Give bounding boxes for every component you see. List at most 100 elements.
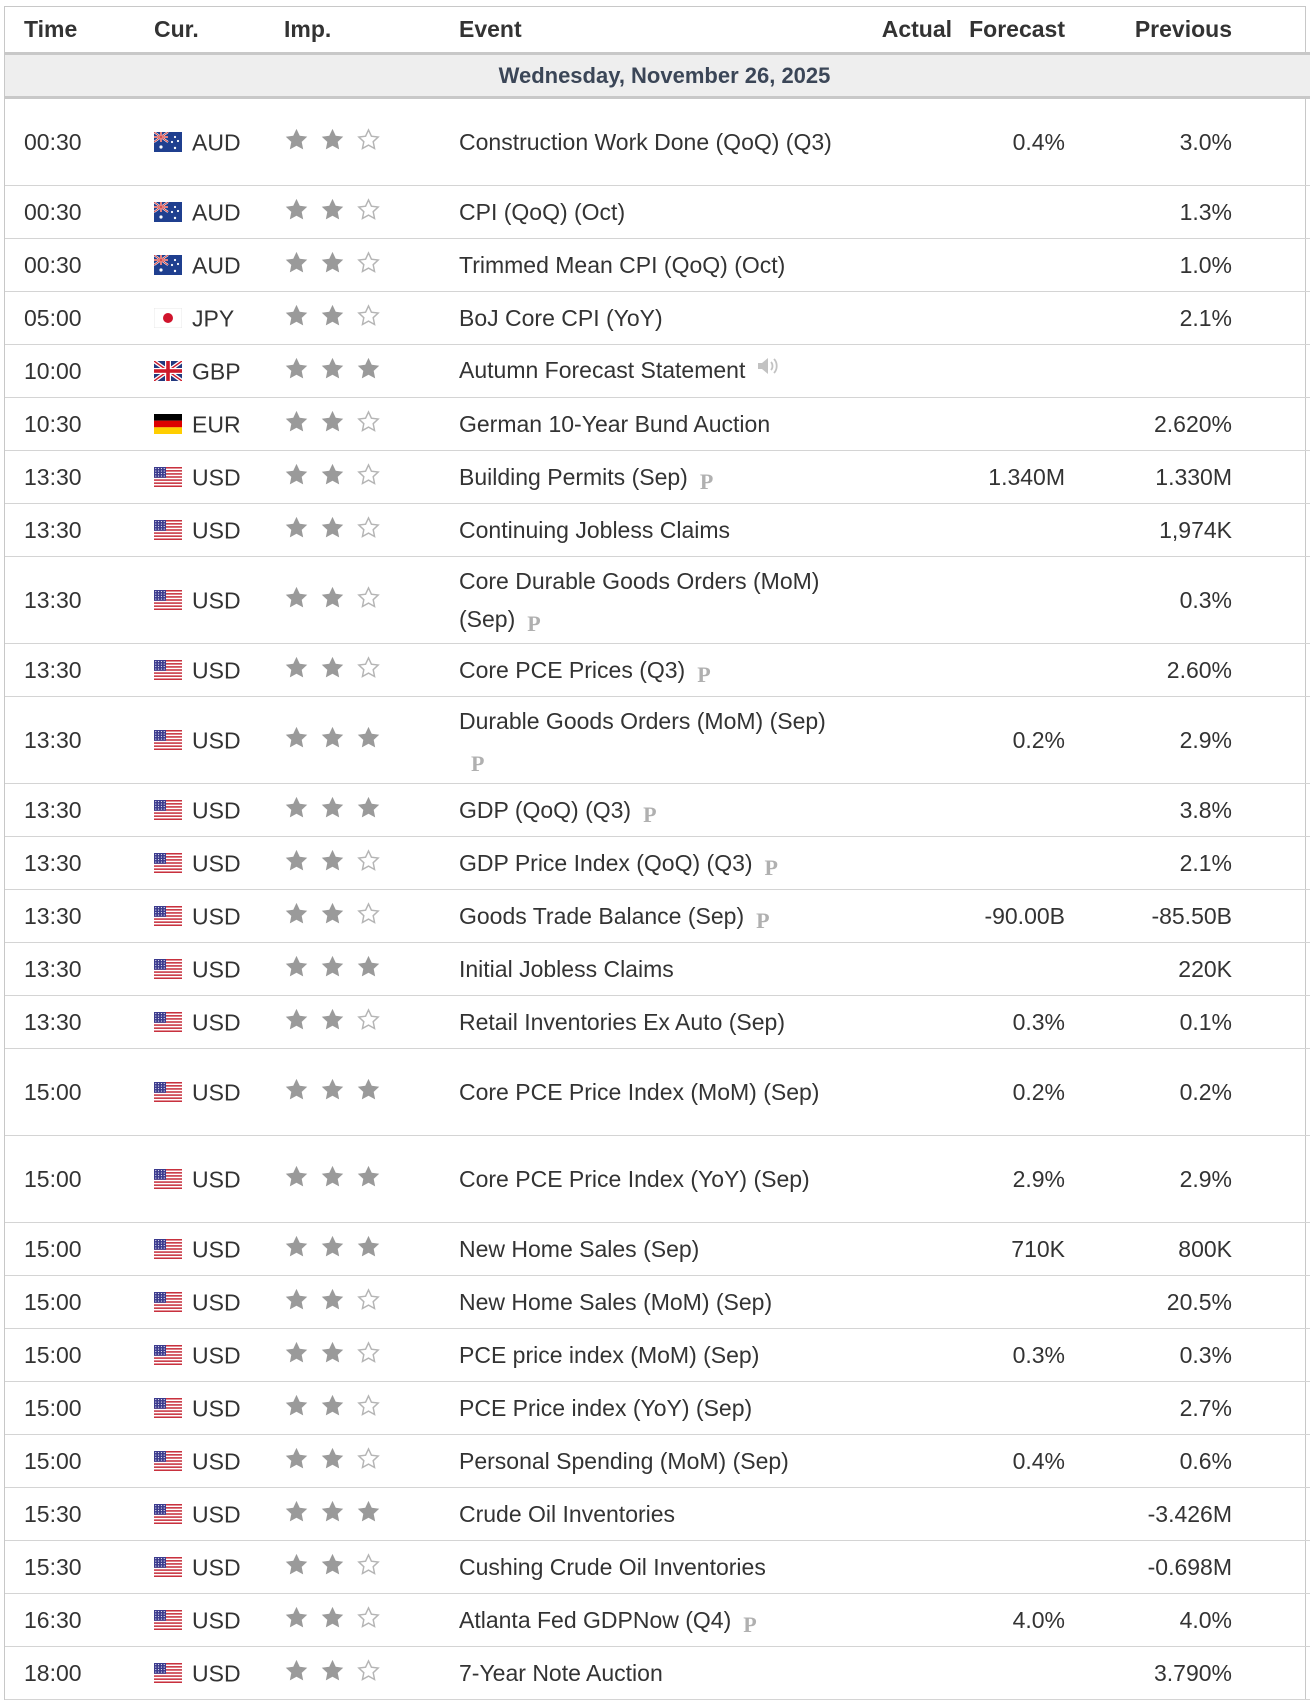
cell-event[interactable]: Retail Inventories Ex Auto (Sep) (459, 995, 839, 1049)
cell-event[interactable]: GDP (QoQ) (Q3) P (459, 783, 839, 837)
cell-event[interactable]: Core PCE Price Index (YoY) (Sep) (459, 1135, 839, 1223)
table-row[interactable]: 15:00 USD Core PCE Price Index (MoM) (Sep)… (5, 1048, 1310, 1136)
event-name[interactable]: Goods Trade Balance (Sep) (459, 902, 745, 929)
event-name[interactable]: Core PCE Prices (Q3) (459, 656, 686, 683)
preliminary-icon[interactable]: P (643, 801, 657, 827)
table-row[interactable]: 13:30 USD Continuing Jobless Claims 1,974K (5, 503, 1310, 557)
table-row[interactable]: 18:00 USD 7-Year Note Auction 3.790% (5, 1646, 1310, 1700)
cell-event[interactable]: Core Durable Goods Orders (MoM) (Sep) P (459, 556, 839, 644)
preliminary-icon[interactable]: P (527, 610, 541, 636)
header-forecast[interactable]: Forecast (952, 7, 1065, 55)
cell-event[interactable]: Durable Goods Orders (MoM) (Sep) P (459, 696, 839, 784)
table-row[interactable]: 13:30 USD Core PCE Prices (Q3) P 2.60% (5, 643, 1310, 697)
event-name[interactable]: New Home Sales (MoM) (Sep) (459, 1289, 773, 1315)
table-row[interactable]: 13:30 USD Initial Jobless Claims 220K (5, 942, 1310, 996)
event-name[interactable]: Atlanta Fed GDPNow (Q4) (459, 1606, 732, 1633)
cell-event[interactable]: CPI (QoQ) (Oct) (459, 185, 839, 239)
table-row[interactable]: 13:30 USD GDP (QoQ) (Q3) P 3.8% (5, 783, 1310, 837)
cell-event[interactable]: GDP Price Index (QoQ) (Q3) P (459, 836, 839, 890)
event-name[interactable]: 7-Year Note Auction (459, 1660, 663, 1686)
event-name[interactable]: Autumn Forecast Statement (459, 357, 746, 384)
cell-event[interactable]: Construction Work Done (QoQ) (Q3) (459, 97, 839, 186)
header-event[interactable]: Event (459, 7, 839, 55)
table-row[interactable]: 13:30 USD GDP Price Index (QoQ) (Q3) P 2.1% (5, 836, 1310, 890)
event-name[interactable]: German 10-Year Bund Auction (459, 411, 771, 437)
event-name[interactable]: Personal Spending (MoM) (Sep) (459, 1448, 789, 1474)
cell-event[interactable]: PCE price index (MoM) (Sep) (459, 1328, 839, 1382)
event-name[interactable]: Continuing Jobless Claims (459, 517, 731, 543)
event-name[interactable]: Crude Oil Inventories (459, 1501, 676, 1527)
table-row[interactable]: 15:00 USD New Home Sales (Sep) 710K 800K (5, 1222, 1310, 1276)
cell-event[interactable]: German 10-Year Bund Auction (459, 397, 839, 451)
table-row[interactable]: 10:00 GBP Autumn Forecast Statement (5, 344, 1310, 398)
cell-event[interactable]: New Home Sales (Sep) (459, 1222, 839, 1276)
table-row[interactable]: 13:30 USD Durable Goods Orders (MoM) (Sep)… (5, 696, 1310, 784)
event-name[interactable]: Building Permits (Sep) (459, 463, 688, 490)
header-time[interactable]: Time (5, 7, 154, 55)
preliminary-icon[interactable]: P (697, 661, 711, 687)
cell-event[interactable]: New Home Sales (MoM) (Sep) (459, 1275, 839, 1329)
table-row[interactable]: 13:30 USD Goods Trade Balance (Sep) P -90.00… (5, 889, 1310, 943)
header-previous[interactable]: Previous (1065, 7, 1232, 55)
cell-event[interactable]: Cushing Crude Oil Inventories (459, 1540, 839, 1594)
event-name[interactable]: CPI (QoQ) (Oct) (459, 199, 626, 225)
cell-event[interactable]: Core PCE Price Index (MoM) (Sep) (459, 1048, 839, 1136)
event-name[interactable]: New Home Sales (Sep) (459, 1236, 700, 1262)
preliminary-icon[interactable]: P (764, 854, 778, 880)
star-empty-icon (356, 848, 381, 873)
event-name[interactable]: PCE price index (MoM) (Sep) (459, 1342, 760, 1368)
event-name[interactable]: PCE Price index (YoY) (Sep) (459, 1395, 753, 1421)
cell-event[interactable]: Personal Spending (MoM) (Sep) (459, 1434, 839, 1488)
event-name[interactable]: GDP (QoQ) (Q3) (459, 796, 632, 823)
table-row[interactable]: 13:30 USD Building Permits (Sep) P 1.340M 1.3… (5, 450, 1310, 504)
preliminary-icon[interactable]: P (699, 468, 714, 494)
cell-event[interactable]: Atlanta Fed GDPNow (Q4) P (459, 1593, 839, 1647)
table-row[interactable]: 10:30 EUR German 10-Year Bund Auction 2.620… (5, 397, 1310, 451)
event-name[interactable]: GDP Price Index (QoQ) (Q3) (459, 849, 753, 876)
table-row[interactable]: 16:30 USD Atlanta Fed GDPNow (Q4) P 4.0% 4.0% (5, 1593, 1310, 1647)
table-row[interactable]: 13:30 USD Retail Inventories Ex Auto (Sep)… (5, 995, 1310, 1049)
event-name[interactable]: Core Durable Goods Orders (MoM) (Sep) (459, 567, 820, 632)
cell-event[interactable]: PCE Price index (YoY) (Sep) (459, 1381, 839, 1435)
event-name[interactable]: Retail Inventories Ex Auto (Sep) (459, 1009, 785, 1035)
table-row[interactable]: 05:00 JPY BoJ Core CPI (YoY) 2.1% (5, 291, 1310, 345)
table-row[interactable]: 15:00 USD PCE price index (MoM) (Sep) 0.3% 0… (5, 1328, 1310, 1382)
cell-event[interactable]: Trimmed Mean CPI (QoQ) (Oct) (459, 238, 839, 292)
event-name[interactable]: Durable Goods Orders (MoM) (Sep) (459, 707, 826, 734)
table-row[interactable]: 15:30 USD Cushing Crude Oil Inventories -0.… (5, 1540, 1310, 1594)
table-row[interactable]: 15:00 USD PCE Price index (YoY) (Sep) 2.7% (5, 1381, 1310, 1435)
table-row[interactable]: 15:00 USD Personal Spending (MoM) (Sep) 0.4… (5, 1434, 1310, 1488)
event-name[interactable]: Core PCE Price Index (MoM) (Sep) (459, 1079, 820, 1105)
speaker-icon[interactable] (755, 351, 781, 389)
preliminary-icon[interactable]: P (756, 907, 770, 933)
header-currency[interactable]: Cur. (154, 7, 284, 55)
table-row[interactable]: 15:00 USD Core PCE Price Index (YoY) (Sep)… (5, 1135, 1310, 1223)
event-name[interactable]: Core PCE Price Index (YoY) (Sep) (459, 1166, 810, 1192)
table-row[interactable]: 00:30 AUD CPI (QoQ) (Oct) 1.3% (5, 185, 1310, 239)
event-name[interactable]: Construction Work Done (QoQ) (Q3) (459, 129, 832, 155)
cell-event[interactable]: Initial Jobless Claims (459, 942, 839, 996)
cell-event[interactable]: Building Permits (Sep) P (459, 450, 839, 504)
table-row[interactable]: 15:00 USD New Home Sales (MoM) (Sep) 20.5% (5, 1275, 1310, 1329)
table-row[interactable]: 00:30 AUD Trimmed Mean CPI (QoQ) (Oct) 1.0% (5, 238, 1310, 292)
preliminary-icon[interactable]: P (743, 1611, 757, 1637)
cell-event[interactable]: Goods Trade Balance (Sep) P (459, 889, 839, 943)
event-name[interactable]: BoJ Core CPI (YoY) (459, 305, 663, 331)
cell-event[interactable]: 7-Year Note Auction (459, 1646, 839, 1700)
header-importance[interactable]: Imp. (284, 7, 459, 55)
cell-event[interactable]: BoJ Core CPI (YoY) (459, 291, 839, 345)
cell-event[interactable]: Crude Oil Inventories (459, 1487, 839, 1541)
preliminary-icon[interactable]: P (471, 750, 485, 776)
table-row[interactable]: 00:30 AUD Construction Work Done (QoQ) (Q3… (5, 97, 1310, 186)
event-name[interactable]: Cushing Crude Oil Inventories (459, 1554, 766, 1580)
cell-event[interactable]: Core PCE Prices (Q3) P (459, 643, 839, 697)
cell-forecast: 0.4% (952, 1434, 1065, 1488)
table-row[interactable]: 15:30 USD Crude Oil Inventories -3.426M (5, 1487, 1310, 1541)
cell-spacer (1232, 397, 1310, 451)
cell-event[interactable]: Continuing Jobless Claims (459, 503, 839, 557)
event-name[interactable]: Trimmed Mean CPI (QoQ) (Oct) (459, 252, 786, 278)
header-actual[interactable]: Actual (839, 7, 952, 55)
table-row[interactable]: 13:30 USD Core Durable Goods Orders (MoM) … (5, 556, 1310, 644)
cell-event[interactable]: Autumn Forecast Statement (459, 344, 839, 398)
event-name[interactable]: Initial Jobless Claims (459, 956, 674, 982)
